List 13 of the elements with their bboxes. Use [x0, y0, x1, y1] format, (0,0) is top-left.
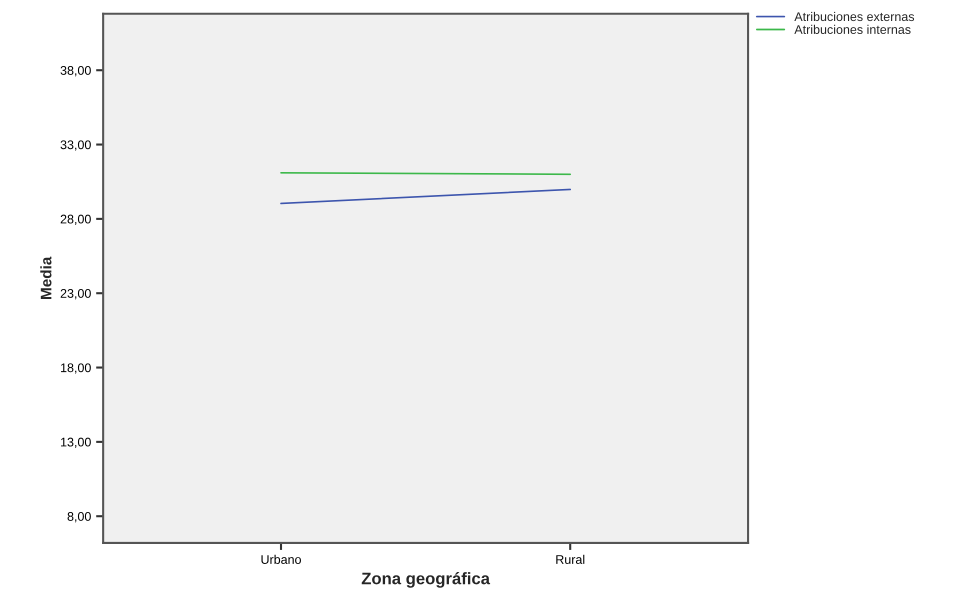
y-tick-label: 23,00	[60, 289, 91, 300]
y-tick-label: 13,00	[61, 438, 91, 448]
y-tick-label: 8,00	[68, 512, 91, 522]
y-axis-title: Media	[40, 256, 52, 299]
legend-label: Atribuciones externas	[794, 12, 914, 22]
legend-label: Atribuciones internas	[794, 24, 911, 34]
y-tick-label: 18,00	[61, 363, 91, 374]
y-tick-label: 28,00	[60, 214, 91, 226]
y-tick-label: 33,00	[60, 140, 91, 151]
x-tick-label: Rural	[556, 554, 584, 564]
x-tick-label: Urbano	[261, 554, 301, 564]
y-tick-label: 38,00	[60, 66, 91, 76]
x-axis-title: Zona geográfica	[362, 572, 490, 588]
